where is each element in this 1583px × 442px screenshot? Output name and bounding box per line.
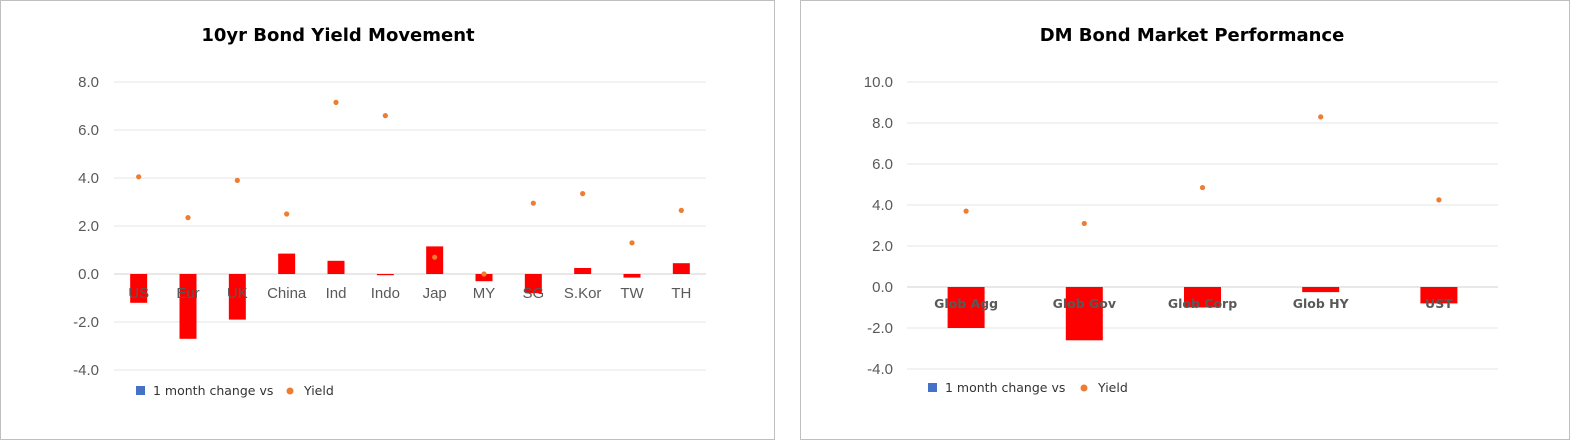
x-tick-label-glob-hy: Glob HY bbox=[1293, 296, 1350, 311]
yield-point-ind bbox=[333, 99, 339, 105]
legend-swatch-change bbox=[136, 386, 145, 395]
y-tick-label: 10.0 bbox=[864, 74, 893, 91]
chart-title: 10yr Bond Yield Movement bbox=[201, 25, 475, 46]
x-tick-label-my: MY bbox=[473, 285, 496, 302]
bar-glob-corp bbox=[1184, 287, 1221, 308]
chart-panel-right: DM Bond Market Performance 10.0 8.0 6.0 4.0 2… bbox=[800, 0, 1570, 440]
y-tick-label: 2.0 bbox=[78, 218, 99, 235]
y-tick-label: 6.0 bbox=[78, 122, 99, 139]
legend-swatch-yield bbox=[1080, 384, 1088, 392]
y-tick-label: -4.0 bbox=[867, 361, 893, 378]
y-tick-label: 4.0 bbox=[872, 197, 893, 214]
bar-sg bbox=[524, 274, 542, 294]
y-tick-label: 8.0 bbox=[872, 115, 893, 132]
y-tick-label: 0.0 bbox=[872, 279, 893, 296]
legend-label-yield: Yield bbox=[303, 383, 334, 398]
bar-glob-hy bbox=[1302, 287, 1340, 293]
x-tick-label-jap: Jap bbox=[423, 285, 447, 302]
x-tick-label-sg: SG bbox=[522, 285, 544, 302]
x-tick-label-ust: UST bbox=[1425, 296, 1453, 311]
x-tick-label-tw: TW bbox=[620, 285, 644, 302]
bar-ust bbox=[1420, 287, 1458, 304]
legend-label-change: 1 month change vs bbox=[945, 380, 1065, 395]
bond-yield-chart: 10yr Bond Yield Movement 8.0 6.0 4.0 2.0 0.0 -… bbox=[73, 25, 706, 398]
legend-label-yield: Yield bbox=[1097, 380, 1128, 395]
yield-point-glob-hy bbox=[1318, 114, 1324, 120]
yield-point-my bbox=[481, 271, 487, 277]
x-tick-label-glob-gov: Glob Gov bbox=[1053, 296, 1116, 311]
y-tick-label: 8.0 bbox=[78, 74, 99, 91]
chart-title: DM Bond Market Performance bbox=[1040, 25, 1345, 46]
yield-point-th bbox=[678, 207, 684, 213]
yield-point-eur bbox=[185, 215, 191, 221]
x-tick-label-us: US bbox=[128, 285, 149, 302]
yield-point-indo bbox=[382, 113, 388, 119]
x-tick-label-uk: UK bbox=[227, 285, 248, 302]
bar-uk bbox=[228, 274, 246, 320]
bar-jap bbox=[426, 246, 444, 274]
yield-point-ust bbox=[1436, 197, 1442, 203]
bar-eur bbox=[179, 274, 197, 339]
x-tick-label-eur: Eur bbox=[176, 285, 199, 302]
y-tick-label: 6.0 bbox=[872, 156, 893, 173]
x-tick-label-th: TH bbox=[671, 285, 691, 302]
chart-panel-left: 10yr Bond Yield Movement 8.0 6.0 4.0 2.0 0.0 -… bbox=[0, 0, 775, 440]
y-tick-label: -4.0 bbox=[73, 362, 99, 379]
x-tick-label-s-kor: S.Kor bbox=[564, 285, 602, 302]
yield-point-jap bbox=[432, 254, 438, 260]
y-tick-label: 4.0 bbox=[78, 170, 99, 187]
yield-point-china bbox=[284, 211, 290, 217]
x-tick-label-glob-agg: Glob Agg bbox=[934, 296, 998, 311]
legend-label-change: 1 month change vs bbox=[153, 383, 273, 398]
y-tick-label: 0.0 bbox=[78, 266, 99, 283]
x-tick-label-glob-corp: Glob Corp bbox=[1168, 296, 1237, 311]
bar-tw bbox=[623, 274, 641, 278]
x-tick-label-china: China bbox=[267, 285, 307, 302]
bar-indo bbox=[376, 274, 394, 276]
bar-s-kor bbox=[574, 268, 592, 274]
dm-bond-chart: DM Bond Market Performance 10.0 8.0 6.0 4.0 2… bbox=[864, 25, 1498, 395]
x-tick-label-ind: Ind bbox=[326, 285, 347, 302]
legend-swatch-yield bbox=[286, 387, 294, 395]
yield-point-glob-agg bbox=[963, 208, 969, 214]
bar-glob-agg bbox=[947, 287, 985, 328]
yield-point-glob-gov bbox=[1081, 220, 1087, 227]
yield-point-glob-corp bbox=[1199, 184, 1206, 191]
yield-point-tw bbox=[629, 240, 635, 246]
bar-my bbox=[475, 274, 493, 282]
y-tick-label: 2.0 bbox=[872, 238, 893, 255]
yield-point-sg bbox=[530, 200, 536, 206]
y-tick-label: -2.0 bbox=[867, 320, 893, 337]
bar-china bbox=[278, 253, 296, 274]
bar-glob-gov bbox=[1065, 287, 1103, 341]
yield-point-s-kor bbox=[580, 191, 586, 197]
legend-swatch-change bbox=[928, 383, 937, 392]
bar-us bbox=[130, 274, 148, 303]
bar-th bbox=[672, 263, 690, 274]
y-tick-label: -2.0 bbox=[73, 314, 99, 331]
bar-ind bbox=[327, 260, 345, 274]
yield-point-uk bbox=[234, 177, 240, 183]
yield-point-us bbox=[136, 174, 142, 180]
x-tick-label-indo: Indo bbox=[371, 285, 400, 302]
